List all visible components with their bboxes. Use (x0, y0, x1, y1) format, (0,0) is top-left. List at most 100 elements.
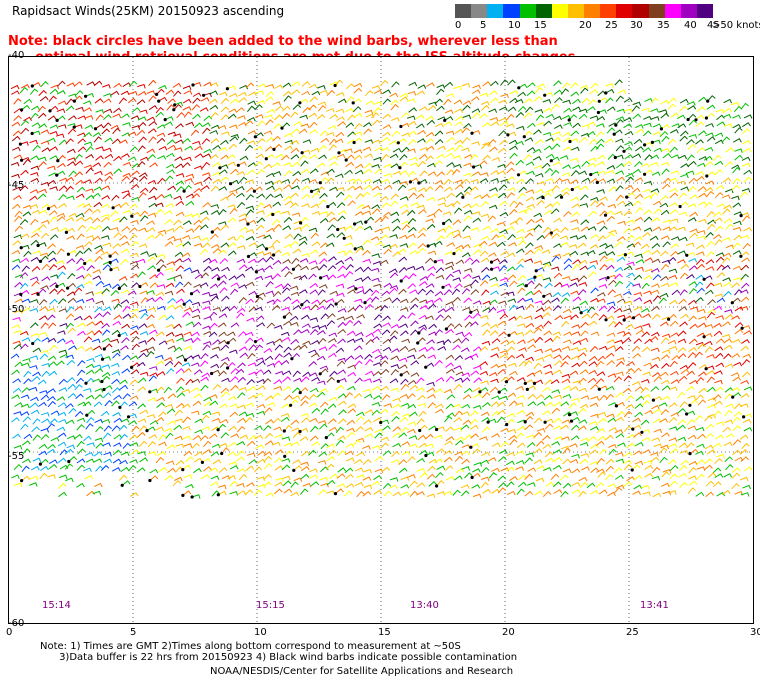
wind-barb (274, 434, 284, 439)
wind-barb (455, 468, 465, 474)
wind-barb (534, 245, 544, 250)
wind-barb (32, 347, 42, 353)
wind-barb (326, 177, 335, 184)
wind-barb (328, 449, 337, 456)
contamination-circle (688, 452, 692, 456)
wind-barb (203, 176, 212, 183)
wind-barb (175, 123, 184, 129)
wind-barb (399, 393, 409, 399)
wind-barb (553, 489, 563, 494)
wind-barb (551, 228, 560, 234)
wind-barb (293, 477, 303, 482)
wind-barb (137, 83, 146, 89)
wind-barb (166, 261, 176, 266)
wind-barb (182, 435, 192, 441)
wind-barb (364, 89, 374, 97)
wind-barb (632, 283, 641, 288)
wind-barb (103, 108, 113, 114)
wind-barb (427, 354, 437, 360)
wind-barb (660, 235, 670, 240)
wind-barb (689, 448, 699, 455)
contamination-circle (614, 404, 619, 408)
wind-barb (390, 193, 399, 200)
wind-barb (284, 450, 293, 457)
wind-barb (641, 400, 651, 407)
wind-barb (337, 450, 347, 457)
wind-barb (545, 457, 554, 463)
wind-barb (110, 362, 120, 368)
wind-barb (226, 331, 236, 337)
wind-barb (598, 314, 607, 321)
wind-barb (641, 484, 650, 490)
wind-barb (534, 282, 543, 290)
wind-barb (392, 426, 401, 432)
wind-barb (677, 347, 687, 353)
wind-barb (524, 207, 533, 214)
wind-barb (246, 378, 255, 385)
wind-barb (572, 164, 581, 169)
contamination-circle (334, 302, 338, 306)
wind-barb (292, 431, 302, 438)
wind-barb (191, 362, 200, 367)
wind-barb (40, 80, 49, 88)
contamination-circle (379, 420, 383, 425)
wind-barb (687, 203, 697, 208)
wind-barb (77, 359, 86, 367)
wind-barb (713, 410, 722, 417)
wind-barb (554, 360, 563, 366)
wind-barb (347, 289, 356, 294)
wind-barb (335, 191, 345, 198)
wind-barb (677, 259, 686, 264)
wind-barb (452, 344, 461, 351)
wind-barb (461, 444, 471, 449)
wind-barb (275, 370, 284, 376)
contamination-circle (118, 405, 122, 409)
wind-barb (436, 171, 445, 177)
wind-barb (497, 475, 507, 482)
wind-barb (599, 196, 608, 202)
wind-barb (652, 200, 662, 206)
wind-barb (634, 411, 643, 418)
wind-barb (688, 460, 698, 466)
contamination-circle (182, 302, 186, 306)
wind-barb (147, 195, 157, 201)
wind-barb (723, 218, 733, 224)
wind-barb (588, 210, 597, 217)
wind-barb (607, 345, 617, 350)
contamination-circle (148, 390, 152, 394)
wind-barb (329, 290, 339, 296)
wind-barb (192, 400, 202, 407)
wind-barb (309, 474, 319, 479)
wind-barb (319, 89, 328, 95)
wind-barb (356, 203, 366, 210)
wind-barb (103, 92, 112, 98)
wind-barb (433, 297, 443, 303)
wind-barb (388, 268, 398, 274)
wind-barb (182, 425, 191, 431)
wind-barb (172, 479, 182, 487)
wind-barb (83, 387, 92, 393)
wind-barb (462, 191, 471, 198)
wind-barb (327, 125, 337, 130)
wind-barb (743, 466, 753, 472)
wind-barb (696, 162, 706, 168)
wind-barb (165, 324, 175, 329)
wind-barb (290, 285, 299, 291)
wind-barb (237, 245, 246, 250)
wind-barb (147, 397, 157, 402)
wind-barb (552, 292, 562, 298)
wind-barb (660, 112, 670, 119)
wind-barb (705, 122, 714, 128)
wind-barb (398, 266, 408, 273)
contamination-circle (172, 108, 176, 112)
wind-barb (640, 419, 650, 426)
wind-barb (238, 346, 248, 352)
wind-barb (401, 112, 410, 119)
wind-barb (209, 104, 219, 110)
wind-barb (40, 349, 49, 355)
wind-barb (118, 282, 128, 289)
wind-barb (671, 236, 680, 241)
wind-barb (704, 201, 713, 208)
wind-barb (182, 490, 192, 496)
wind-barb (623, 97, 633, 103)
